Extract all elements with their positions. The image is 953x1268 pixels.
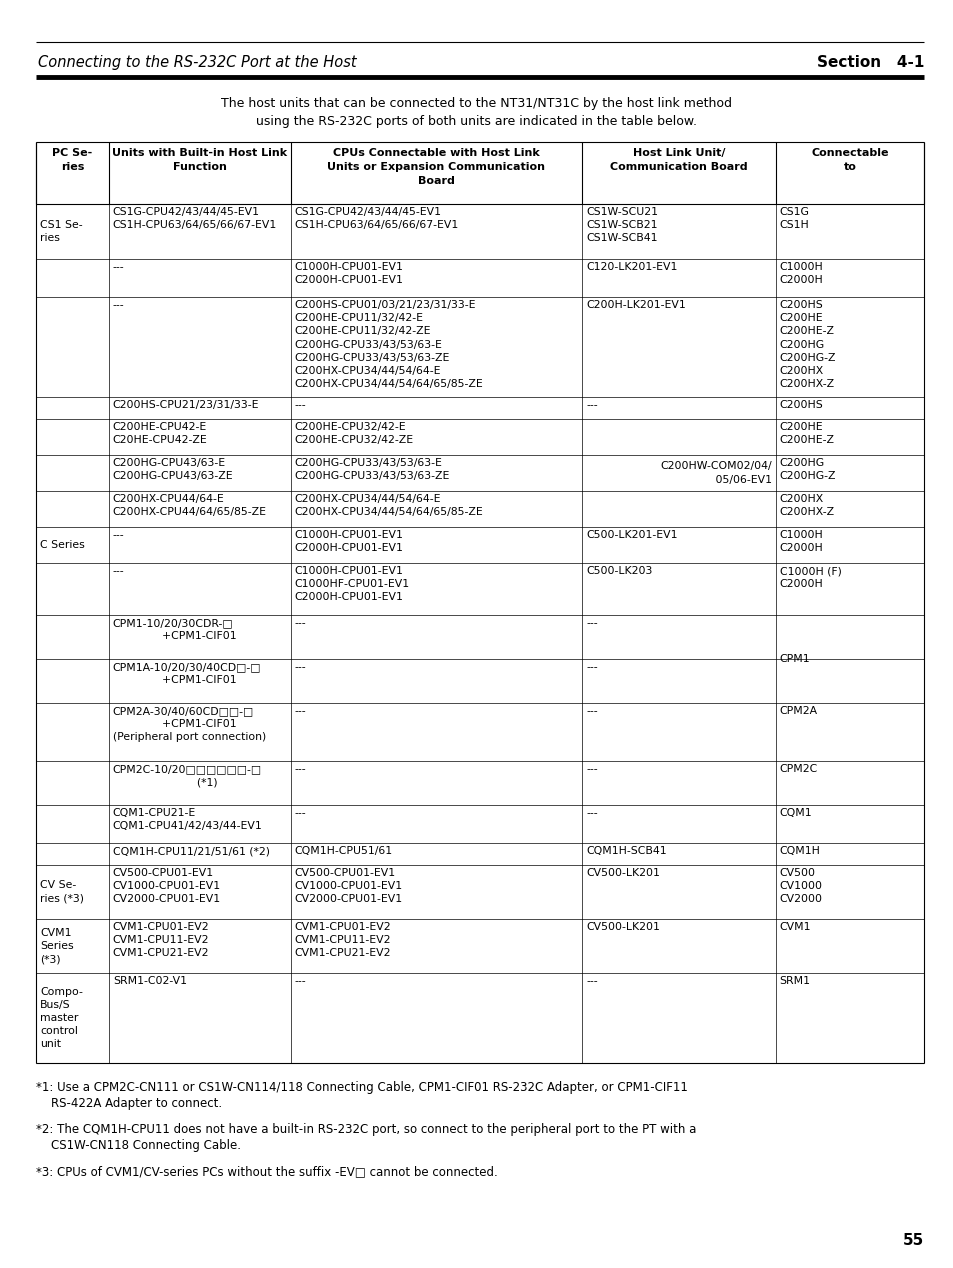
Text: SRM1-C02-V1: SRM1-C02-V1 [112, 976, 187, 987]
Text: C200HS-CPU01/03/21/23/31/33-E
C200HE-CPU11/32/42-E
C200HE-CPU11/32/42-ZE
C200HG-: C200HS-CPU01/03/21/23/31/33-E C200HE-CPU… [294, 301, 483, 389]
Text: ---: --- [294, 662, 306, 672]
Text: C1000H-CPU01-EV1
C2000H-CPU01-EV1: C1000H-CPU01-EV1 C2000H-CPU01-EV1 [294, 530, 403, 553]
Text: ---: --- [294, 808, 306, 818]
Text: C200HX
C200HX-Z: C200HX C200HX-Z [779, 495, 834, 517]
Text: CS1W-SCU21
CS1W-SCB21
CS1W-SCB41: CS1W-SCU21 CS1W-SCB21 CS1W-SCB41 [585, 207, 658, 243]
Text: Units with Built-in Host Link
Function: Units with Built-in Host Link Function [112, 148, 287, 172]
Text: Host Link Unit/
Communication Board: Host Link Unit/ Communication Board [610, 148, 747, 172]
Text: C200HW-COM02/04/
         05/06-EV1: C200HW-COM02/04/ 05/06-EV1 [659, 462, 771, 484]
Text: C500-LK201-EV1: C500-LK201-EV1 [585, 530, 677, 540]
Text: C1000H (F)
C2000H: C1000H (F) C2000H [779, 566, 841, 590]
Text: ---: --- [294, 706, 306, 716]
Text: ---: --- [585, 662, 598, 672]
Text: CVM1-CPU01-EV2
CVM1-CPU11-EV2
CVM1-CPU21-EV2: CVM1-CPU01-EV2 CVM1-CPU11-EV2 CVM1-CPU21… [294, 922, 391, 959]
Text: CVM1: CVM1 [779, 922, 810, 932]
Text: CV500
CV1000
CV2000: CV500 CV1000 CV2000 [779, 869, 821, 904]
Text: ---: --- [294, 399, 306, 410]
Text: Connecting to the RS-232C Port at the Host: Connecting to the RS-232C Port at the Ho… [38, 55, 356, 70]
Text: ---: --- [585, 976, 598, 987]
Text: C200HS
C200HE
C200HE-Z
C200HG
C200HG-Z
C200HX
C200HX-Z: C200HS C200HE C200HE-Z C200HG C200HG-Z C… [779, 301, 836, 389]
Text: CV Se-
ries (*3): CV Se- ries (*3) [40, 880, 84, 904]
Text: C120-LK201-EV1: C120-LK201-EV1 [585, 262, 677, 273]
Text: CPM1: CPM1 [779, 654, 809, 664]
Text: CPM1-10/20/30CDR-□
              +CPM1-CIF01: CPM1-10/20/30CDR-□ +CPM1-CIF01 [112, 618, 236, 642]
Text: CPM2C: CPM2C [779, 765, 817, 773]
Text: RS-422A Adapter to connect.: RS-422A Adapter to connect. [36, 1097, 222, 1110]
Text: C1000H-CPU01-EV1
C1000HF-CPU01-EV1
C2000H-CPU01-EV1: C1000H-CPU01-EV1 C1000HF-CPU01-EV1 C2000… [294, 566, 410, 602]
Text: The host units that can be connected to the NT31/NT31C by the host link method: The host units that can be connected to … [221, 96, 732, 110]
Text: Connectable
to: Connectable to [810, 148, 887, 172]
Text: C200HE-CPU32/42-E
C200HE-CPU32/42-ZE: C200HE-CPU32/42-E C200HE-CPU32/42-ZE [294, 422, 414, 445]
Text: ---: --- [112, 301, 124, 309]
Text: CQM1H-SCB41: CQM1H-SCB41 [585, 846, 666, 856]
Text: C1000H
C2000H: C1000H C2000H [779, 530, 822, 553]
Text: CV500-CPU01-EV1
CV1000-CPU01-EV1
CV2000-CPU01-EV1: CV500-CPU01-EV1 CV1000-CPU01-EV1 CV2000-… [112, 869, 221, 904]
Text: CQM1-CPU21-E
CQM1-CPU41/42/43/44-EV1: CQM1-CPU21-E CQM1-CPU41/42/43/44-EV1 [112, 808, 262, 832]
Text: CQM1H-CPU11/21/51/61 (*2): CQM1H-CPU11/21/51/61 (*2) [112, 846, 270, 856]
Text: CS1 Se-
ries: CS1 Se- ries [40, 219, 83, 243]
Text: C200HE
C200HE-Z: C200HE C200HE-Z [779, 422, 834, 445]
Text: CVM1
Series
(*3): CVM1 Series (*3) [40, 928, 73, 964]
Text: CV500-CPU01-EV1
CV1000-CPU01-EV1
CV2000-CPU01-EV1: CV500-CPU01-EV1 CV1000-CPU01-EV1 CV2000-… [294, 869, 402, 904]
Text: ---: --- [112, 566, 124, 576]
Text: C200HE-CPU42-E
C20HE-CPU42-ZE: C200HE-CPU42-E C20HE-CPU42-ZE [112, 422, 208, 445]
Text: C1000H-CPU01-EV1
C2000H-CPU01-EV1: C1000H-CPU01-EV1 C2000H-CPU01-EV1 [294, 262, 403, 285]
Text: C1000H
C2000H: C1000H C2000H [779, 262, 822, 285]
Text: C500-LK203: C500-LK203 [585, 566, 652, 576]
Text: CQM1H-CPU51/61: CQM1H-CPU51/61 [294, 846, 393, 856]
Text: using the RS-232C ports of both units are indicated in the table below.: using the RS-232C ports of both units ar… [256, 115, 697, 128]
Text: C200HX-CPU34/44/54/64-E
C200HX-CPU34/44/54/64/65/85-ZE: C200HX-CPU34/44/54/64-E C200HX-CPU34/44/… [294, 495, 483, 517]
Text: ---: --- [585, 808, 598, 818]
Text: C200HG-CPU43/63-E
C200HG-CPU43/63-ZE: C200HG-CPU43/63-E C200HG-CPU43/63-ZE [112, 458, 233, 481]
Text: CS1G-CPU42/43/44/45-EV1
CS1H-CPU63/64/65/66/67-EV1: CS1G-CPU42/43/44/45-EV1 CS1H-CPU63/64/65… [112, 207, 276, 231]
Text: *3: CPUs of CVM1/CV-series PCs without the suffix -EV□ cannot be connected.: *3: CPUs of CVM1/CV-series PCs without t… [36, 1165, 497, 1178]
Text: PC Se-
ries: PC Se- ries [52, 148, 92, 172]
Text: C200HS-CPU21/23/31/33-E: C200HS-CPU21/23/31/33-E [112, 399, 259, 410]
Text: ---: --- [112, 262, 124, 273]
Text: ---: --- [585, 399, 598, 410]
Text: C200HG-CPU33/43/53/63-E
C200HG-CPU33/43/53/63-ZE: C200HG-CPU33/43/53/63-E C200HG-CPU33/43/… [294, 458, 450, 481]
Text: CPM1A-10/20/30/40CD□-□
              +CPM1-CIF01: CPM1A-10/20/30/40CD□-□ +CPM1-CIF01 [112, 662, 261, 685]
Text: *2: The CQM1H-CPU11 does not have a built-in RS-232C port, so connect to the per: *2: The CQM1H-CPU11 does not have a buil… [36, 1123, 696, 1136]
Text: CVM1-CPU01-EV2
CVM1-CPU11-EV2
CVM1-CPU21-EV2: CVM1-CPU01-EV2 CVM1-CPU11-EV2 CVM1-CPU21… [112, 922, 210, 959]
Text: Compo-
Bus/S
master
control
unit: Compo- Bus/S master control unit [40, 987, 83, 1050]
Text: C200HS: C200HS [779, 399, 822, 410]
Text: C200H-LK201-EV1: C200H-LK201-EV1 [585, 301, 685, 309]
Text: ---: --- [585, 618, 598, 628]
Text: CQM1H: CQM1H [779, 846, 820, 856]
Text: Section   4-1: Section 4-1 [816, 55, 923, 70]
Text: CQM1: CQM1 [779, 808, 811, 818]
Text: ---: --- [585, 706, 598, 716]
Text: ---: --- [294, 765, 306, 773]
Text: ---: --- [112, 530, 124, 540]
Text: CS1G
CS1H: CS1G CS1H [779, 207, 809, 231]
Text: CPM2A: CPM2A [779, 706, 817, 716]
Text: 55: 55 [902, 1232, 923, 1248]
Text: CS1W-CN118 Connecting Cable.: CS1W-CN118 Connecting Cable. [36, 1139, 241, 1153]
Text: ---: --- [294, 976, 306, 987]
Text: C Series: C Series [40, 540, 85, 550]
Text: CPM2C-10/20□□□□□□-□
                        (*1): CPM2C-10/20□□□□□□-□ (*1) [112, 765, 262, 787]
Text: CPUs Connectable with Host Link
Units or Expansion Communication
Board: CPUs Connectable with Host Link Units or… [327, 148, 545, 186]
Text: CV500-LK201: CV500-LK201 [585, 922, 659, 932]
Text: CS1G-CPU42/43/44/45-EV1
CS1H-CPU63/64/65/66/67-EV1: CS1G-CPU42/43/44/45-EV1 CS1H-CPU63/64/65… [294, 207, 458, 231]
Text: CV500-LK201: CV500-LK201 [585, 869, 659, 877]
Text: ---: --- [294, 618, 306, 628]
Text: *1: Use a CPM2C-CN111 or CS1W-CN114/118 Connecting Cable, CPM1-CIF01 RS-232C Ada: *1: Use a CPM2C-CN111 or CS1W-CN114/118 … [36, 1082, 687, 1094]
Text: C200HX-CPU44/64-E
C200HX-CPU44/64/65/85-ZE: C200HX-CPU44/64-E C200HX-CPU44/64/65/85-… [112, 495, 267, 517]
Text: C200HG
C200HG-Z: C200HG C200HG-Z [779, 458, 836, 481]
Text: CPM2A-30/40/60CD□□-□
              +CPM1-CIF01
(Peripheral port connection): CPM2A-30/40/60CD□□-□ +CPM1-CIF01 (Periph… [112, 706, 266, 742]
Text: ---: --- [585, 765, 598, 773]
Text: SRM1: SRM1 [779, 976, 810, 987]
